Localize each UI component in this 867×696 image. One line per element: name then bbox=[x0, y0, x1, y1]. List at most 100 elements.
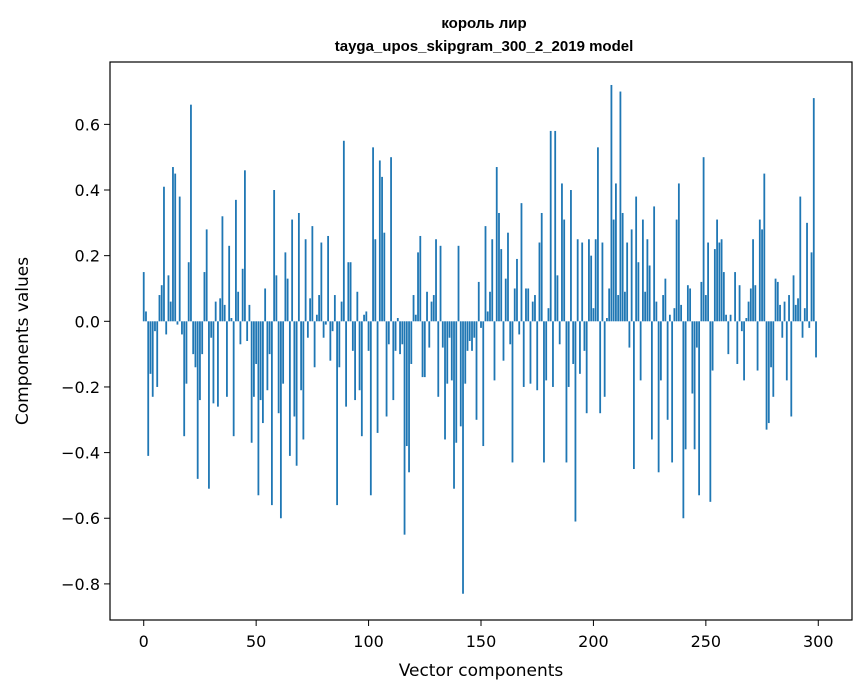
bar-266 bbox=[740, 321, 743, 332]
x-tick-label: 300 bbox=[803, 632, 834, 651]
bar-117 bbox=[405, 321, 408, 447]
bar-277 bbox=[765, 321, 768, 430]
bar-85 bbox=[333, 295, 336, 322]
bar-272 bbox=[754, 285, 757, 322]
bar-138 bbox=[453, 321, 455, 489]
bar-297 bbox=[810, 252, 813, 322]
bar-135 bbox=[446, 321, 449, 384]
bar-41 bbox=[235, 199, 237, 322]
bar-6 bbox=[156, 321, 159, 387]
bar-33 bbox=[217, 321, 219, 407]
bar-183 bbox=[554, 130, 557, 322]
bar-51 bbox=[257, 321, 260, 496]
bar-246 bbox=[695, 321, 698, 348]
bar-286 bbox=[785, 321, 788, 381]
bar-231 bbox=[662, 295, 665, 322]
bar-193 bbox=[576, 239, 579, 322]
bar-19 bbox=[185, 321, 188, 384]
bar-210 bbox=[615, 183, 617, 322]
bar-78 bbox=[318, 295, 321, 322]
bar-137 bbox=[450, 321, 453, 381]
bar-258 bbox=[722, 272, 725, 322]
bar-35 bbox=[221, 216, 224, 322]
bar-98 bbox=[363, 314, 365, 322]
bar-169 bbox=[522, 321, 525, 387]
bar-216 bbox=[628, 321, 631, 348]
bar-73 bbox=[306, 321, 309, 338]
bar-105 bbox=[378, 160, 381, 322]
bar-293 bbox=[801, 321, 804, 338]
bar-205 bbox=[603, 321, 606, 397]
bar-185 bbox=[558, 321, 561, 345]
bar-252 bbox=[709, 321, 712, 502]
bar-46 bbox=[246, 321, 249, 341]
bar-143 bbox=[464, 321, 467, 384]
bar-40 bbox=[232, 321, 235, 437]
bar-52 bbox=[259, 321, 262, 401]
y-tick-label: −0.6 bbox=[61, 509, 100, 528]
bar-16 bbox=[178, 196, 181, 322]
plot-frame bbox=[109, 61, 853, 621]
bar-224 bbox=[646, 239, 649, 322]
x-axis-label: Vector components bbox=[399, 661, 564, 681]
bar-76 bbox=[313, 321, 316, 368]
x-tick-label: 150 bbox=[466, 632, 497, 651]
bar-171 bbox=[527, 288, 530, 322]
bar-109 bbox=[387, 321, 390, 345]
bar-10 bbox=[165, 321, 168, 335]
bar-175 bbox=[536, 321, 539, 391]
bar-211 bbox=[617, 295, 620, 322]
bar-106 bbox=[381, 176, 383, 322]
bar-125 bbox=[423, 321, 426, 378]
bar-290 bbox=[794, 304, 797, 322]
bar-273 bbox=[756, 321, 759, 371]
bar-168 bbox=[520, 203, 523, 322]
y-tick-label: 0.2 bbox=[75, 247, 100, 266]
bar-126 bbox=[426, 291, 428, 322]
bar-281 bbox=[774, 278, 777, 322]
bar-298 bbox=[812, 98, 815, 322]
bar-57 bbox=[270, 321, 273, 506]
bar-192 bbox=[574, 321, 577, 522]
bar-162 bbox=[507, 232, 509, 322]
bar-249 bbox=[702, 157, 705, 322]
x-tick-label: 250 bbox=[691, 632, 722, 651]
bar-203 bbox=[599, 321, 602, 414]
bar-268 bbox=[745, 318, 748, 322]
bar-261 bbox=[729, 314, 732, 322]
bar-3 bbox=[149, 321, 152, 374]
bar-55 bbox=[266, 321, 269, 391]
bar-77 bbox=[315, 314, 318, 322]
bar-71 bbox=[302, 321, 305, 440]
bar-217 bbox=[630, 229, 633, 322]
bar-114 bbox=[399, 321, 401, 355]
bar-264 bbox=[736, 321, 739, 364]
bar-257 bbox=[720, 239, 723, 322]
bar-31 bbox=[212, 321, 215, 404]
y-axis-label: Components values bbox=[13, 257, 33, 425]
bar-94 bbox=[354, 321, 356, 401]
bar-75 bbox=[311, 226, 314, 322]
bar-66 bbox=[291, 219, 294, 322]
y-tick-label: −0.2 bbox=[61, 378, 100, 397]
bar-1 bbox=[145, 311, 147, 322]
bar-61 bbox=[279, 321, 282, 519]
bar-289 bbox=[792, 275, 795, 322]
bar-253 bbox=[711, 321, 714, 371]
bar-120 bbox=[412, 295, 415, 322]
bar-186 bbox=[561, 183, 563, 322]
bar-65 bbox=[288, 321, 291, 456]
bar-38 bbox=[228, 245, 231, 322]
bar-84 bbox=[331, 321, 334, 332]
bar-220 bbox=[637, 262, 640, 322]
bar-254 bbox=[713, 249, 716, 322]
chart-subtitle: tayga_upos_skipgram_300_2_2019 model bbox=[335, 38, 634, 55]
bar-269 bbox=[747, 301, 750, 322]
bar-180 bbox=[547, 308, 550, 322]
bar-265 bbox=[738, 285, 741, 322]
bar-47 bbox=[248, 304, 251, 322]
bar-173 bbox=[531, 301, 534, 322]
bar-25 bbox=[199, 321, 201, 401]
x-tick-label: 100 bbox=[353, 632, 384, 651]
x-axis-ticks: 0 50 100 150 200 250 300 bbox=[139, 620, 834, 651]
